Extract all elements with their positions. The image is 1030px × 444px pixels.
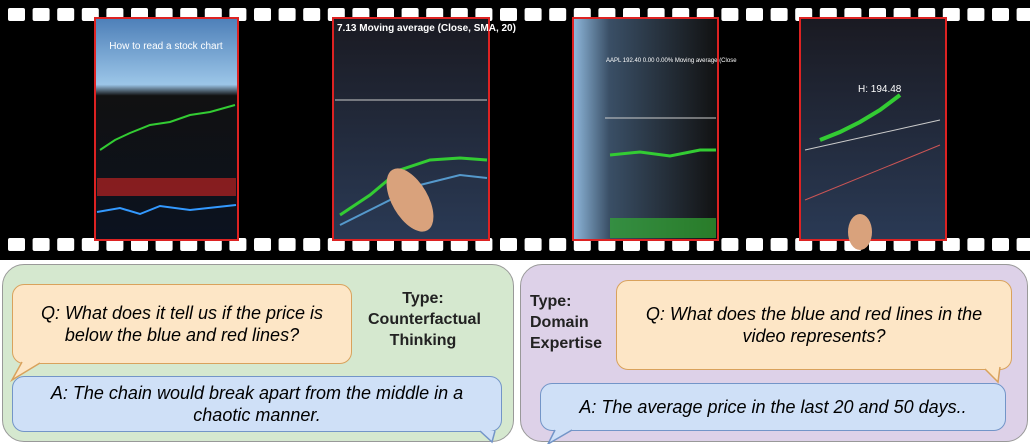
sprocket-hole [32,238,50,251]
sprocket-hole [746,8,763,21]
frame-1: How to read a stock chart [94,17,239,241]
sprocket-hole [32,8,50,21]
sprocket-hole [549,8,567,21]
frame-4: H: 194.48 [799,17,947,250]
sprocket-hole [155,238,173,251]
filmstrip: How to read a stock chart 7.13 Moving av… [0,0,1030,260]
tail [479,430,496,444]
sprocket-hole [967,8,985,21]
sprocket-hole [8,238,25,251]
sprocket-hole [57,8,75,21]
frame-3: AAPL 192.40 0.00 0.00% Moving average (C… [572,17,737,241]
sprocket-hole [696,238,714,251]
frame-caption: 7.13 Moving average (Close, SMA, 20) [337,23,516,34]
sprocket-hole [426,238,444,251]
sprocket-hole [1016,8,1030,21]
answer-bubble: A: The chain would break apart from the … [12,376,502,432]
sprocket-hole [942,8,960,21]
sprocket-hole [254,8,271,21]
sprocket-hole [869,238,886,251]
sprocket-hole [672,238,690,251]
sprocket-hole [303,238,321,251]
frame-caption: H: 194.48 [858,84,902,95]
sprocket-hole [623,238,640,251]
sprocket-hole [573,238,591,251]
sprocket-hole [721,8,739,21]
type-label: Type: Domain Expertise [530,292,612,354]
sprocket-hole [746,238,763,251]
frame-caption: How to read a stock chart [109,41,223,52]
answer-bubble: A: The average price in the last 20 and … [540,383,1006,431]
sprocket-hole [229,238,247,251]
sprocket-hole [918,238,936,251]
sprocket-hole [598,238,616,251]
tail [9,361,41,383]
frame-2: 7.13 Moving average (Close, SMA, 20) [332,17,516,241]
sprocket-hole [770,238,788,251]
sprocket-hole [180,238,198,251]
sprocket-hole [721,238,739,251]
sprocket-hole [524,238,542,251]
sprocket-hole [992,238,1009,251]
frame-caption: AAPL 192.40 0.00 0.00% Moving average (C… [606,58,737,64]
sprocket-hole [377,238,394,251]
type-heading: Type: [402,290,444,307]
sprocket-hole [303,8,321,21]
sprocket-hole [106,238,124,251]
sprocket-hole [278,238,296,251]
tail [984,366,1001,384]
type-heading: Type: [530,293,572,310]
type-value: Counterfactual Thinking [368,310,481,349]
sprocket-hole [278,8,296,21]
tail [547,429,573,444]
sprocket-hole [795,238,813,251]
sprocket-hole [770,8,788,21]
sprocket-hole [131,238,148,251]
sprocket-hole [893,238,911,251]
sprocket-hole [967,238,985,251]
sprocket-hole [57,238,75,251]
sprocket-hole [500,8,517,21]
type-value: Domain Expertise [530,313,603,352]
sprocket-hole [254,238,271,251]
type-label: Type: Counterfactual Thinking [368,289,481,351]
sprocket-hole [204,238,222,251]
sprocket-hole [401,238,419,251]
sprocket-hole [327,238,345,251]
sprocket-hole [647,238,665,251]
sprocket-hole [524,8,542,21]
sprocket-hole [352,238,370,251]
sprocket-hole [819,238,837,251]
sprocket-hole [1016,238,1030,251]
sprocket-hole [8,8,25,21]
sprocket-hole [942,238,960,251]
bubble-tails [9,361,1001,444]
sprocket-hole [500,238,517,251]
sprocket-hole [81,238,99,251]
sprocket-hole [992,8,1009,21]
sprocket-hole [450,238,468,251]
sprocket-hole [475,238,493,251]
question-bubble: Q: What does the blue and red lines in t… [616,280,1012,370]
question-bubble: Q: What does it tell us if the price is … [12,284,352,364]
sprocket-hole [549,238,567,251]
